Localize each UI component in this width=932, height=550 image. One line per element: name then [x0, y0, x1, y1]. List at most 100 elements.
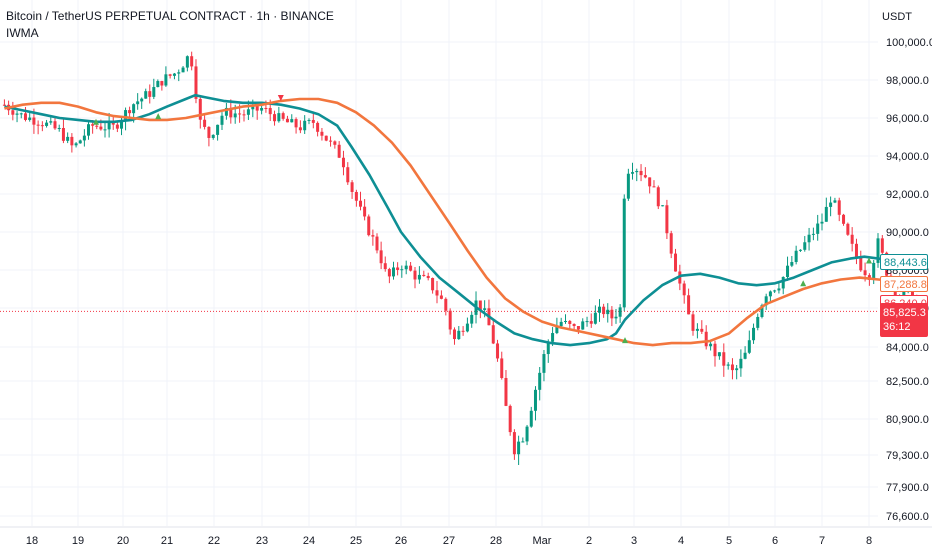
candle-body — [273, 114, 277, 122]
candle-body — [665, 205, 669, 234]
candle-body — [392, 267, 395, 277]
candle-body — [99, 126, 103, 130]
candle-body — [713, 343, 717, 357]
candle-body — [404, 265, 408, 270]
x-tick-label: 7 — [819, 535, 825, 547]
candle-body — [350, 182, 354, 192]
candle-body — [730, 364, 734, 371]
indicator-label[interactable]: IWMA — [6, 26, 39, 40]
candle-body — [128, 110, 132, 114]
candle-body — [120, 121, 123, 129]
candle-body — [148, 91, 152, 97]
candle-body — [422, 274, 426, 276]
candle-body — [602, 306, 606, 315]
candle-body — [585, 321, 589, 323]
crossover-marker — [155, 113, 162, 120]
candle-body — [568, 320, 572, 324]
candle-body — [790, 262, 794, 266]
candle-body — [669, 233, 673, 254]
candle-body — [656, 187, 660, 207]
candle-body — [379, 250, 383, 264]
candle-body — [144, 91, 148, 99]
candle-body — [181, 67, 185, 73]
candle-body — [431, 278, 435, 291]
candle-body — [233, 113, 237, 118]
candle-body — [371, 235, 375, 237]
symbol-title[interactable]: Bitcoin / TetherUS PERPETUAL CONTRACT · … — [6, 9, 334, 23]
candle-body — [674, 253, 678, 272]
candle-body — [833, 200, 837, 203]
time-axis[interactable]: 18 19 20 21 22 23 24 25 26 27 28 Mar 2 3 4 5 6 7 8 — [0, 526, 932, 547]
crossover-marker — [800, 280, 807, 287]
candle-body — [512, 432, 516, 455]
candle-body — [172, 73, 176, 76]
candle-body — [760, 305, 764, 317]
candle-body — [132, 104, 136, 114]
candle-body — [448, 310, 452, 330]
candle-body — [709, 343, 713, 347]
candle-body — [140, 98, 144, 102]
candle-body — [747, 340, 751, 353]
candle-body — [324, 135, 328, 141]
candle-body — [220, 115, 224, 125]
candle-body — [794, 250, 798, 263]
candle-body — [910, 282, 914, 301]
candle-body — [811, 233, 815, 235]
candle-body — [682, 283, 686, 296]
candle-body — [643, 175, 647, 178]
candle-body — [529, 410, 533, 427]
candle-body — [687, 295, 691, 315]
candle-body — [341, 157, 345, 168]
candle-body — [177, 72, 181, 74]
candle-body — [277, 113, 281, 122]
candle-body — [564, 320, 567, 322]
candle-body — [417, 274, 421, 280]
y-tick-label: 94,000.0 — [886, 151, 929, 163]
candle-body — [635, 170, 639, 173]
candle-body — [49, 121, 53, 123]
candle-body — [798, 249, 802, 251]
current-price-tag: 85,825.3 36:12 — [880, 303, 928, 338]
candle-body — [764, 296, 768, 306]
candle-body — [337, 144, 341, 158]
candle-body — [224, 107, 228, 116]
candle-body — [111, 121, 115, 125]
candle-body — [555, 326, 559, 334]
x-tick-label: 2 — [586, 535, 592, 547]
candle-body — [581, 321, 585, 330]
candle-body — [251, 105, 255, 110]
candle-body — [211, 134, 215, 138]
candle-body — [444, 298, 448, 311]
candle-body — [598, 306, 601, 313]
candle-body — [329, 140, 333, 142]
candle-body — [45, 122, 49, 126]
crossover-marker — [866, 257, 872, 264]
candle-body — [53, 121, 57, 129]
x-tick-label: 23 — [256, 535, 268, 547]
candle-body — [95, 125, 99, 127]
candle-body — [238, 113, 242, 115]
candle-body — [40, 125, 44, 127]
candle-body — [207, 126, 211, 138]
candle-body — [152, 87, 156, 97]
candle-body — [768, 291, 772, 297]
candle-body — [66, 136, 70, 141]
x-tick-label: 22 — [208, 535, 220, 547]
candle-body — [606, 309, 610, 315]
candle-body — [850, 234, 854, 244]
candle-body — [846, 223, 850, 235]
x-tick-label: 21 — [161, 535, 173, 547]
candle-body — [700, 328, 704, 332]
crossover-marker — [622, 337, 628, 344]
candle-body — [652, 186, 656, 188]
candle-body — [367, 216, 371, 236]
candle-body — [168, 74, 172, 76]
candle-body — [496, 343, 500, 359]
candle-body — [735, 368, 739, 371]
candle-body — [820, 221, 824, 224]
x-tick-label: 28 — [490, 535, 502, 547]
chart-grid — [0, 0, 878, 526]
candle-body — [32, 117, 36, 125]
x-tick-label: Mar — [533, 535, 552, 547]
